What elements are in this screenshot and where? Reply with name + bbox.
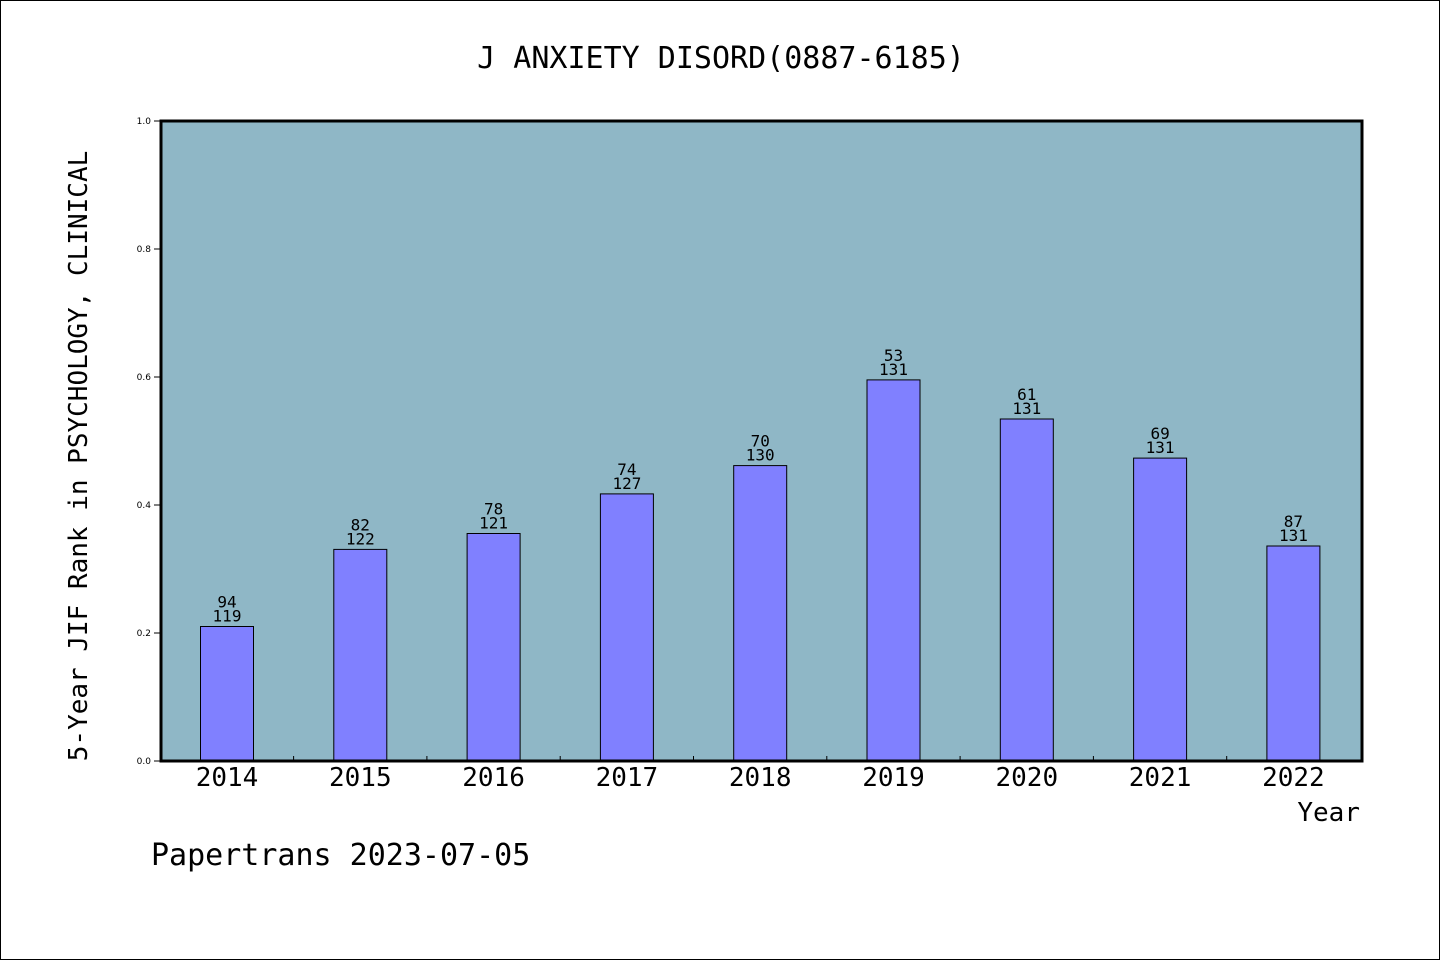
- y-tick-label: 0.4: [137, 501, 152, 511]
- x-tick-label: 2018: [729, 763, 792, 793]
- y-tick-label: 0.6: [137, 373, 152, 383]
- plot-border: [159, 119, 1364, 763]
- x-axis: 2014 2015 2016 2017 2018 2019 2020 2021 2022: [196, 756, 1325, 793]
- bar-rank-label: 53: [884, 346, 903, 365]
- bar-rank-label: 78: [484, 500, 503, 519]
- bar-rank-label: 94: [217, 593, 236, 612]
- x-tick-label: 2016: [462, 763, 525, 793]
- bar-labels-group: 9411982122781217412770130531316113169131…: [213, 346, 1308, 626]
- x-tick-label: 2020: [995, 763, 1058, 793]
- bar-rank-label: 69: [1150, 424, 1169, 443]
- bar-total-label: 122: [346, 529, 375, 548]
- bar-2015: [333, 548, 388, 762]
- bar-total-label: 131: [1012, 399, 1041, 418]
- bars-group: [200, 379, 1321, 762]
- y-tick-label: 1.0: [137, 117, 152, 127]
- bar-rank-label: 70: [751, 432, 770, 451]
- bar-2018: [733, 465, 788, 762]
- bar-total-label: 131: [1146, 438, 1175, 457]
- bar-rank-label: 82: [351, 515, 370, 534]
- x-tick-label: 2015: [329, 763, 392, 793]
- x-tick-label: 2021: [1129, 763, 1192, 793]
- bar-2017: [599, 493, 654, 762]
- bar-total-label: 131: [879, 360, 908, 379]
- bar-2014: [200, 626, 254, 762]
- x-tick-label: 2017: [596, 763, 659, 793]
- bar-total-label: 121: [479, 514, 508, 533]
- bar-total-label: 131: [1279, 526, 1308, 545]
- bar-2016: [466, 533, 521, 762]
- bar-rank-label: 87: [1284, 512, 1303, 531]
- bar-2019: [866, 379, 921, 762]
- bar-rank-label: 61: [1017, 385, 1036, 404]
- x-tick-label: 2019: [862, 763, 925, 793]
- bar-2021: [1133, 457, 1188, 762]
- bar-2022: [1266, 545, 1321, 762]
- y-axis-label: 5-Year JIF Rank in PSYCHOLOGY, CLINICAL: [64, 151, 94, 761]
- x-tick-label: 2014: [196, 763, 259, 793]
- bar-total-label: 119: [213, 607, 242, 626]
- y-tick-label: 0.8: [137, 245, 152, 255]
- chart-title: J ANXIETY DISORD(0887-6185): [477, 41, 965, 76]
- x-axis-label: Year: [1297, 798, 1360, 828]
- bar-total-label: 130: [746, 446, 775, 465]
- footer-credit: Papertrans 2023-07-05: [151, 838, 530, 873]
- bar-rank-label: 74: [617, 460, 636, 479]
- y-tick-label: 0.2: [137, 629, 151, 639]
- y-axis: 0.0 0.2 0.4 0.6 0.8 1.0: [137, 117, 161, 767]
- y-tick-label: 0.0: [137, 757, 152, 767]
- bar-2020: [999, 418, 1054, 762]
- bar-total-label: 127: [612, 474, 641, 493]
- x-tick-label: 2022: [1262, 763, 1325, 793]
